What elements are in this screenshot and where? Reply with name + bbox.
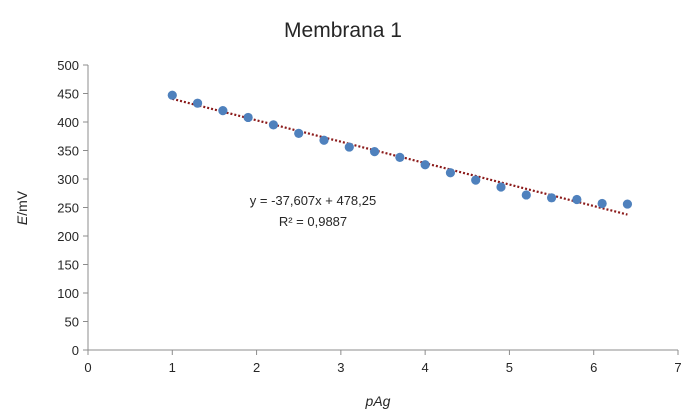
data-point bbox=[319, 135, 329, 145]
y-tick-label: 50 bbox=[65, 315, 79, 330]
x-tick-label: 2 bbox=[253, 360, 260, 375]
x-tick-label: 4 bbox=[422, 360, 429, 375]
y-tick-label: 150 bbox=[57, 258, 79, 273]
data-point bbox=[268, 120, 279, 130]
data-point bbox=[420, 160, 430, 170]
y-tick-label: 0 bbox=[72, 343, 79, 358]
data-point bbox=[622, 199, 633, 209]
data-point bbox=[597, 198, 607, 209]
x-tick-label: 3 bbox=[337, 360, 344, 375]
data-point bbox=[167, 90, 177, 100]
y-axis-label-unit: /mV bbox=[14, 190, 30, 216]
x-axis-label: pAg bbox=[365, 393, 391, 409]
y-tick-label: 200 bbox=[57, 229, 79, 244]
chart-title: Membrana 1 bbox=[284, 19, 402, 42]
data-point bbox=[496, 182, 506, 192]
data-point bbox=[546, 193, 557, 203]
svg-text:E/mV: E/mV bbox=[14, 190, 30, 225]
data-point bbox=[395, 152, 405, 162]
y-axis-label-italic: E bbox=[14, 215, 30, 225]
data-point bbox=[294, 128, 304, 138]
x-tick-label: 1 bbox=[169, 360, 176, 375]
data-point bbox=[445, 168, 456, 178]
x-tick-label: 0 bbox=[84, 360, 91, 375]
x-tick-labels: 0 1 2 3 4 5 6 7 bbox=[84, 350, 682, 375]
y-tick-labels: 0 50 100 150 200 250 300 350 400 450 500 bbox=[57, 58, 88, 358]
y-axis-label: E/mV bbox=[14, 190, 30, 225]
trendline-r-squared: R² = 0,9887 bbox=[279, 214, 347, 229]
data-point bbox=[521, 190, 531, 200]
data-point bbox=[344, 142, 354, 152]
data-point bbox=[369, 147, 380, 157]
x-tick-label: 6 bbox=[590, 360, 597, 375]
data-point bbox=[471, 175, 481, 185]
y-tick-label: 450 bbox=[57, 87, 79, 102]
data-point bbox=[218, 106, 228, 116]
y-tick-label: 250 bbox=[57, 201, 79, 216]
y-tick-label: 400 bbox=[57, 115, 79, 130]
data-point bbox=[572, 194, 582, 205]
data-point bbox=[192, 98, 203, 108]
x-tick-label: 5 bbox=[506, 360, 513, 375]
x-tick-label: 7 bbox=[674, 360, 681, 375]
data-point bbox=[243, 112, 253, 123]
y-tick-label: 350 bbox=[57, 144, 79, 159]
y-tick-label: 500 bbox=[57, 58, 79, 73]
y-tick-label: 100 bbox=[57, 286, 79, 301]
y-tick-label: 300 bbox=[57, 172, 79, 187]
trendline-equation: y = -37,607x + 478,25 bbox=[250, 193, 376, 208]
axes bbox=[87, 65, 678, 351]
data-points bbox=[167, 90, 633, 209]
